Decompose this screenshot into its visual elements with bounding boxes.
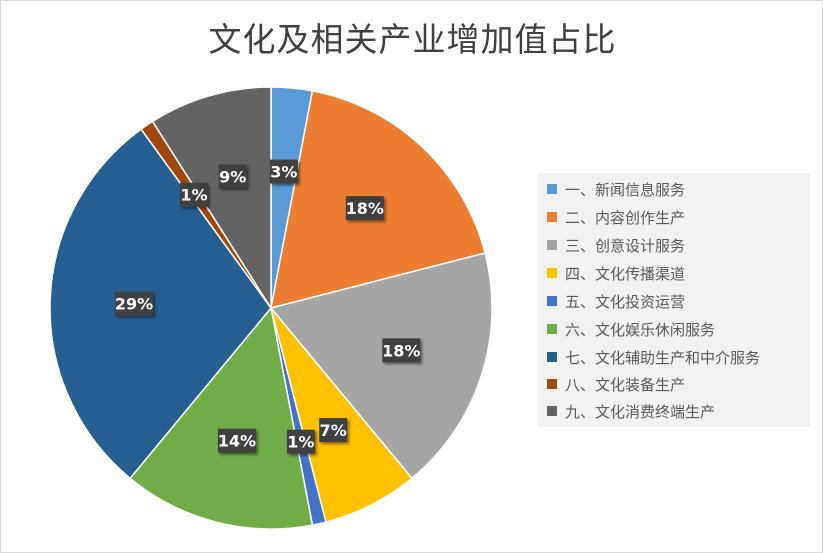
pie-slice: [129, 306, 314, 530]
chart-legend: 一、新闻信息服务 二、内容创作生产 三、创意设计服务 四、文化传播渠道 五、文化…: [538, 173, 810, 427]
data-label: 18%: [345, 196, 384, 221]
data-label: 3%: [269, 159, 298, 184]
legend-label: 四、文化传播渠道: [565, 264, 686, 283]
legend-swatch: [547, 379, 557, 389]
legend-item: 七、文化辅助生产和中介服务: [547, 347, 760, 367]
data-label-text: 18%: [346, 199, 384, 218]
data-label-box: [115, 291, 154, 316]
legend-item: 四、文化传播渠道: [547, 263, 685, 283]
legend-item: 一、新闻信息服务: [547, 179, 685, 199]
data-label: 14%: [217, 428, 256, 453]
data-label-box: [269, 159, 298, 184]
data-label: 7%: [319, 418, 348, 443]
legend-swatch: [547, 268, 557, 278]
data-label-text: 1%: [287, 433, 314, 452]
data-label-box: [217, 428, 256, 453]
legend-item: 五、文化投资运营: [547, 291, 685, 311]
legend-label: 六、文化娱乐休闲服务: [565, 320, 716, 339]
legend-swatch: [547, 324, 557, 334]
pie-slice: [269, 252, 493, 480]
data-label-box: [382, 338, 421, 363]
legend-label: 八、文化装备生产: [565, 375, 686, 394]
data-label-box: [286, 429, 315, 454]
legend-item: 九、文化消费终端生产: [547, 401, 715, 421]
legend-swatch: [547, 352, 557, 362]
legend-label: 五、文化投资运营: [565, 292, 686, 311]
legend-swatch: [547, 406, 557, 416]
legend-label: 二、内容创作生产: [565, 208, 686, 227]
data-label: 1%: [286, 429, 315, 454]
data-label: 1%: [179, 182, 208, 207]
data-label: 18%: [382, 338, 421, 363]
data-label: 29%: [115, 291, 154, 316]
pie-slice: [151, 86, 272, 311]
data-label-box: [179, 182, 208, 207]
data-label-text: 3%: [270, 163, 297, 182]
legend-swatch: [547, 240, 557, 250]
data-label-text: 14%: [218, 432, 256, 451]
data-label-box: [319, 418, 348, 443]
pie-slice: [49, 128, 272, 480]
legend-swatch: [547, 296, 557, 306]
legend-label: 三、创意设计服务: [565, 236, 686, 255]
data-label-text: 7%: [320, 421, 347, 440]
legend-label: 一、新闻信息服务: [565, 180, 686, 199]
legend-item: 三、创意设计服务: [547, 235, 685, 255]
legend-item: 六、文化娱乐休闲服务: [547, 319, 715, 339]
data-label: 9%: [218, 164, 247, 189]
legend-item: 八、文化装备生产: [547, 374, 685, 394]
legend-swatch: [547, 184, 557, 194]
legend-label: 七、文化辅助生产和中介服务: [565, 348, 761, 367]
legend-item: 二、内容创作生产: [547, 207, 685, 227]
data-label-box: [218, 164, 247, 189]
data-label-text: 9%: [219, 167, 246, 186]
pie-data-labels: 3% 18% 18% 7% 1% 14% 29% 1% 9%: [115, 159, 421, 454]
data-label-text: 18%: [382, 341, 420, 360]
legend-label: 九、文化消费终端生产: [565, 402, 716, 421]
chart-title: 文化及相关产业增加值占比: [208, 20, 617, 59]
legend-swatch: [547, 212, 557, 222]
data-label-box: [345, 196, 384, 221]
data-label-text: 29%: [115, 295, 153, 314]
data-label-text: 1%: [180, 186, 207, 205]
